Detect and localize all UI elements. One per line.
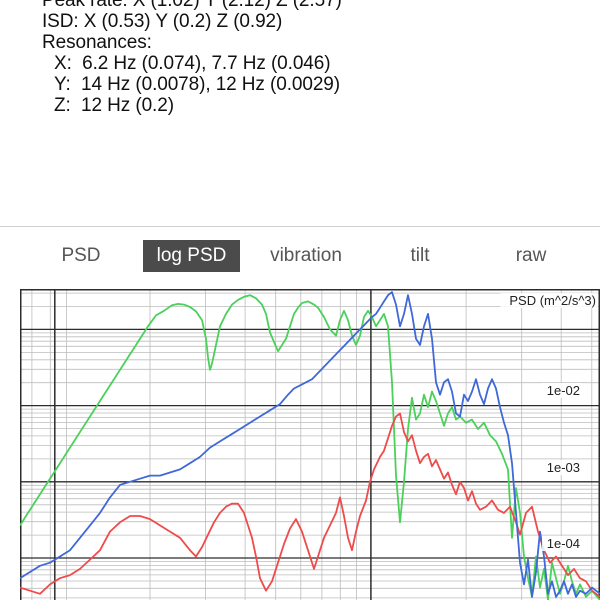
section-divider [0, 226, 600, 227]
y-tick-label-background [542, 383, 582, 398]
y-tick-label: 1e-04 [547, 536, 580, 551]
plot-frame [20, 289, 600, 600]
y-axis-unit-label-background [500, 293, 598, 308]
peak-rate-line: Peak rate: X (1.02) Y (2.12) Z (2.57) [42, 0, 342, 11]
y-tick-label-background [542, 460, 582, 475]
z-axis-series-line [20, 291, 600, 598]
isd-line: ISD: X (0.53) Y (0.2) Z (0.92) [42, 11, 283, 32]
tab-log-psd[interactable]: log PSD [143, 240, 240, 272]
y-tick-label: 1e-02 [547, 383, 580, 398]
resonances-label: Resonances: [42, 32, 152, 53]
y-axis-series-line [20, 412, 600, 598]
resonance-y: Y: 14 Hz (0.0078), 12 Hz (0.0029) [54, 74, 340, 95]
log-psd-chart: PSD (m^2/s^3) 1e-02 1e-03 1e-04 [20, 289, 600, 600]
y-tick-label: 1e-03 [547, 460, 580, 475]
chart-svg: PSD (m^2/s^3) 1e-02 1e-03 1e-04 [20, 289, 600, 600]
tab-vibration[interactable]: vibration [270, 245, 342, 266]
x-axis-series-line [20, 294, 600, 600]
view-tab-bar: PSD log PSD vibration tilt raw [0, 240, 600, 274]
tab-raw[interactable]: raw [515, 245, 547, 266]
y-axis-unit-label: PSD (m^2/s^3) [509, 293, 596, 308]
resonance-z: Z: 12 Hz (0.2) [54, 95, 174, 116]
tab-psd[interactable]: PSD [61, 245, 101, 266]
y-tick-label-background [542, 536, 582, 551]
summary-panel: Peak rate: X (1.02) Y (2.12) Z (2.57) IS… [42, 0, 342, 116]
tab-tilt[interactable]: tilt [410, 245, 430, 266]
resonance-x: X: 6.2 Hz (0.074), 7.7 Hz (0.046) [54, 53, 331, 74]
